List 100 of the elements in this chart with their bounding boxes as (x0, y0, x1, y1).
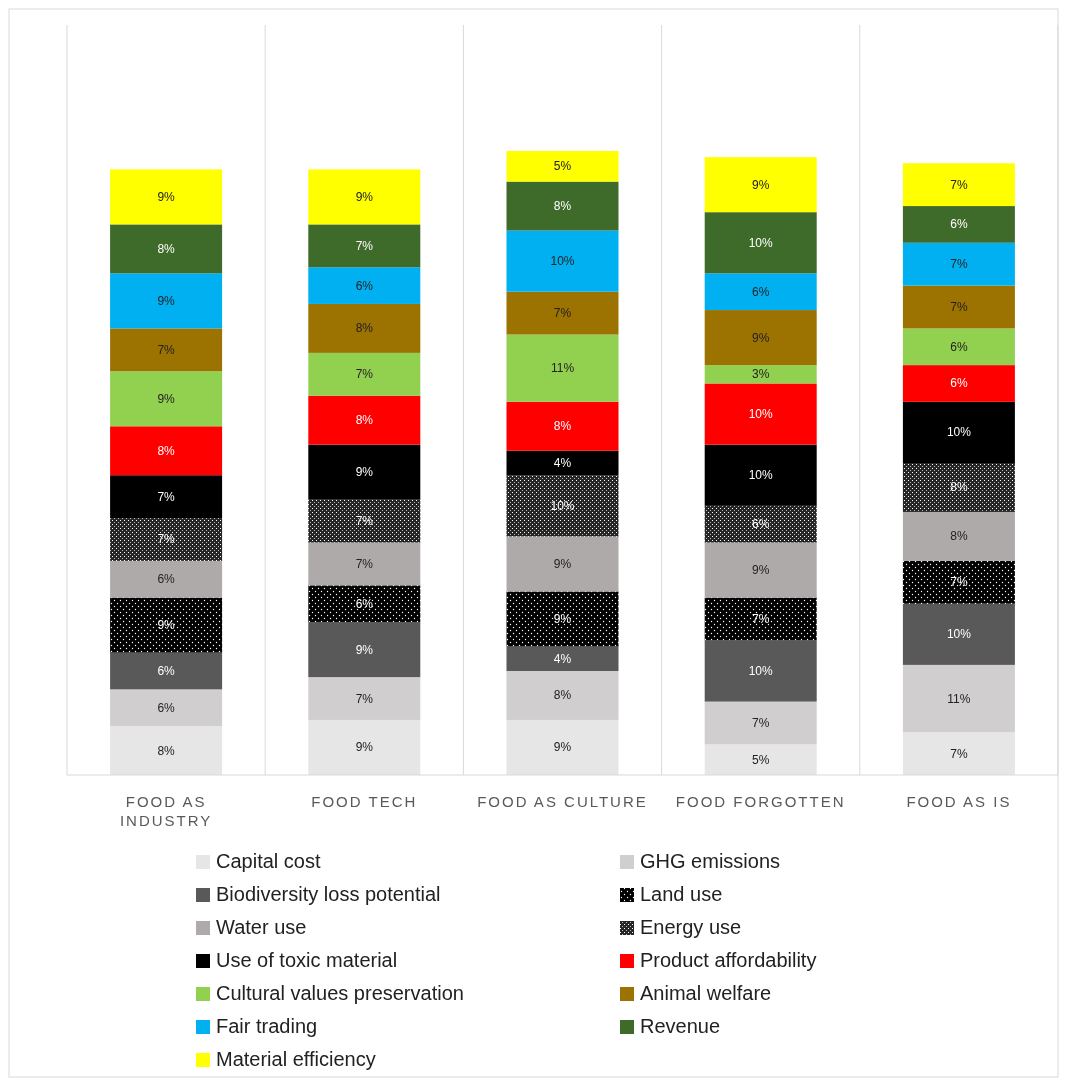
bar (506, 181, 619, 231)
data-label: 8% (157, 443, 176, 458)
data-label: 9% (355, 189, 374, 204)
legend-label: Land use (640, 883, 723, 905)
bar (308, 352, 421, 396)
bar (506, 291, 619, 335)
bar (110, 169, 223, 225)
data-label: 3% (752, 367, 770, 382)
data-label: 6% (157, 664, 176, 678)
data-label: 11% (947, 691, 971, 706)
data-label: 7% (355, 556, 374, 571)
bar (506, 671, 619, 720)
bar (308, 622, 421, 678)
bar (110, 475, 223, 519)
data-label: 8% (553, 199, 572, 214)
data-label: 8% (553, 419, 572, 434)
data-label: 8% (553, 688, 572, 703)
bar (506, 719, 619, 775)
legend-label: Product affordability (640, 949, 817, 971)
data-label: 9% (553, 556, 572, 571)
data-label: 8% (157, 743, 176, 758)
bar (110, 426, 223, 476)
bar (902, 163, 1015, 207)
data-label: 10% (748, 468, 774, 483)
bar (308, 542, 421, 586)
bar (110, 371, 223, 427)
data-label: 6% (157, 572, 176, 587)
bar (308, 585, 421, 623)
data-label: 10% (550, 498, 575, 513)
data-label: 6% (157, 700, 176, 715)
data-label: 7% (553, 306, 572, 321)
data-label: 8% (950, 529, 968, 544)
x-tick-label: FOOD AS INDUSTRY (119, 793, 213, 829)
data-label: 7% (950, 257, 968, 272)
bar (308, 395, 421, 445)
data-label: 9% (355, 465, 374, 480)
data-label: 6% (950, 376, 968, 391)
bar (308, 303, 421, 353)
bar (704, 640, 817, 702)
data-label: 10% (550, 254, 575, 269)
bar (308, 444, 421, 500)
bar (902, 732, 1015, 775)
data-label: 8% (355, 413, 374, 428)
data-label: 6% (355, 278, 374, 293)
data-label: 6% (950, 339, 968, 354)
data-label: 6% (950, 217, 968, 232)
bar (110, 652, 223, 690)
data-label: 7% (355, 691, 374, 706)
bar (506, 334, 619, 402)
bar (902, 365, 1015, 402)
data-label: 7% (355, 367, 374, 382)
bar (110, 518, 223, 561)
x-tick-label: FOOD AS IS (906, 793, 1012, 810)
legend-label: Animal welfare (640, 982, 772, 1004)
bar (506, 401, 619, 451)
bar (704, 273, 817, 311)
data-label: 7% (752, 716, 770, 730)
bar (110, 328, 223, 372)
bar (902, 664, 1015, 733)
data-label: 10% (748, 664, 774, 678)
bar (704, 744, 817, 775)
bar (902, 401, 1015, 463)
bar (110, 726, 223, 775)
bar (506, 450, 619, 476)
data-label: 7% (157, 489, 176, 504)
bar (308, 719, 421, 775)
bar (704, 212, 817, 274)
data-label: 9% (752, 177, 770, 192)
data-label: 7% (950, 746, 968, 761)
bar (704, 383, 817, 445)
bar (704, 597, 817, 641)
data-label: 5% (553, 159, 572, 174)
data-label: 6% (752, 284, 770, 299)
bar (506, 536, 619, 592)
data-label: 7% (355, 238, 374, 253)
legend-label: Water use (216, 916, 307, 938)
bar (308, 677, 421, 720)
data-label: 9% (752, 563, 770, 578)
bar (704, 701, 817, 745)
bar (110, 597, 223, 653)
data-label: 11% (550, 361, 575, 376)
bar (902, 603, 1015, 665)
bar (902, 206, 1015, 243)
data-label: 9% (553, 740, 572, 755)
bar (704, 542, 817, 598)
data-label: 10% (748, 235, 774, 250)
bar (506, 591, 619, 647)
bar (506, 646, 619, 671)
bar (110, 689, 223, 727)
data-label: 8% (950, 480, 968, 495)
legend-label: Energy use (640, 916, 742, 938)
legend-label: Capital cost (216, 850, 321, 872)
data-label: 6% (752, 517, 770, 532)
bar (704, 365, 817, 384)
data-label: 9% (355, 642, 374, 657)
data-label: 9% (752, 330, 770, 345)
bar (308, 267, 421, 304)
bar (902, 463, 1015, 512)
bar (308, 499, 421, 543)
bar (902, 328, 1015, 366)
